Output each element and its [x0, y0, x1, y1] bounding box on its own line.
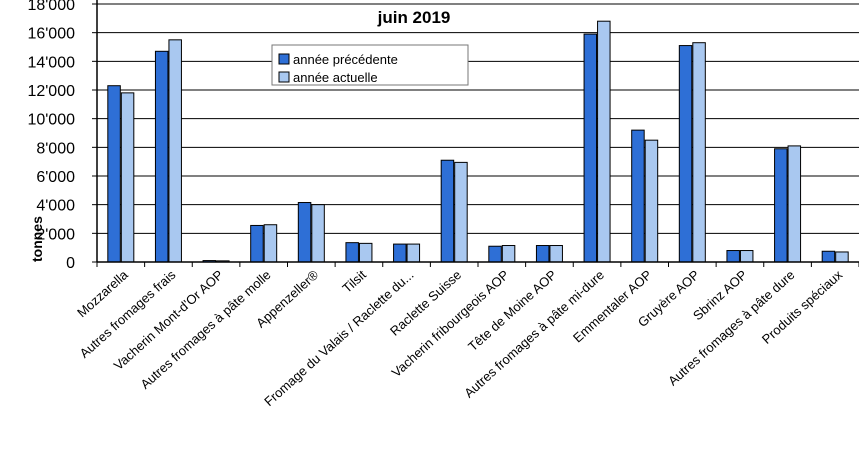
bar-previous-year	[297, 202, 312, 263]
chart-subtitle: juin 2019	[377, 8, 451, 27]
y-tick-label: 12'000	[27, 83, 75, 100]
bar-previous-year	[440, 159, 455, 263]
legend-label: année actuelle	[293, 70, 378, 85]
bars	[107, 20, 849, 263]
bar-current-year	[597, 20, 611, 263]
bar-previous-year	[774, 148, 788, 263]
bar-previous-year	[583, 33, 598, 263]
y-tick-label: 6'000	[36, 169, 75, 186]
x-tick-label: Fromage du Valais / Raclette du...	[261, 267, 416, 409]
y-tick-label: 18'000	[27, 0, 75, 14]
x-tick-label: Tête de Moine AOP	[465, 267, 559, 354]
bar-current-year	[406, 243, 421, 263]
x-tick-label: Tilsit	[339, 267, 369, 296]
y-tick-label: 2'000	[36, 226, 75, 243]
legend-box	[271, 44, 469, 86]
legend-swatch	[278, 71, 290, 83]
legend: année précédente année actuelle	[271, 44, 469, 86]
bar-current-year	[692, 42, 706, 263]
bar-current-year	[311, 204, 325, 263]
y-tick-label: 14'000	[27, 54, 75, 71]
bar-previous-year	[393, 243, 407, 263]
bar-current-year	[787, 145, 802, 263]
bar-previous-year	[821, 250, 836, 263]
axes	[92, 0, 859, 267]
y-tick-label: 4'000	[36, 198, 75, 215]
y-tick-label: 8'000	[36, 140, 75, 157]
y-axis-label: tonnes	[29, 216, 45, 262]
bar-current-year	[739, 250, 754, 263]
bar-current-year	[454, 161, 468, 263]
bar-previous-year	[678, 45, 693, 263]
bar-previous-year	[535, 245, 550, 263]
bar-current-year	[120, 92, 135, 263]
bar-current-year	[358, 242, 373, 263]
bar-current-year	[263, 224, 278, 263]
bar-current-year	[168, 39, 182, 263]
bar-current-year	[644, 139, 659, 263]
bar-previous-year	[488, 245, 502, 263]
bar-current-year	[835, 251, 849, 263]
bar-previous-year	[250, 224, 264, 263]
bar-current-year	[501, 245, 516, 263]
y-tick-labels: 0 2'000 4'000 6'000 8'000 10'000 12'000 14'000 1…	[27, 0, 75, 272]
bar-previous-year	[154, 50, 169, 263]
bar-previous-year	[345, 242, 359, 263]
y-tick-label: 0	[66, 255, 75, 272]
bar-previous-year	[631, 129, 645, 263]
bar-current-year	[549, 245, 563, 263]
legend-swatch	[278, 53, 290, 65]
x-tick-label: Produits spéciaux	[759, 267, 846, 347]
bar-previous-year	[107, 85, 121, 263]
bar-previous-year	[726, 250, 740, 263]
y-tick-label: 10'000	[27, 112, 75, 129]
y-tick-label: 16'000	[27, 26, 75, 43]
gridlines	[97, 3, 859, 263]
legend-label: année précédente	[293, 52, 398, 67]
